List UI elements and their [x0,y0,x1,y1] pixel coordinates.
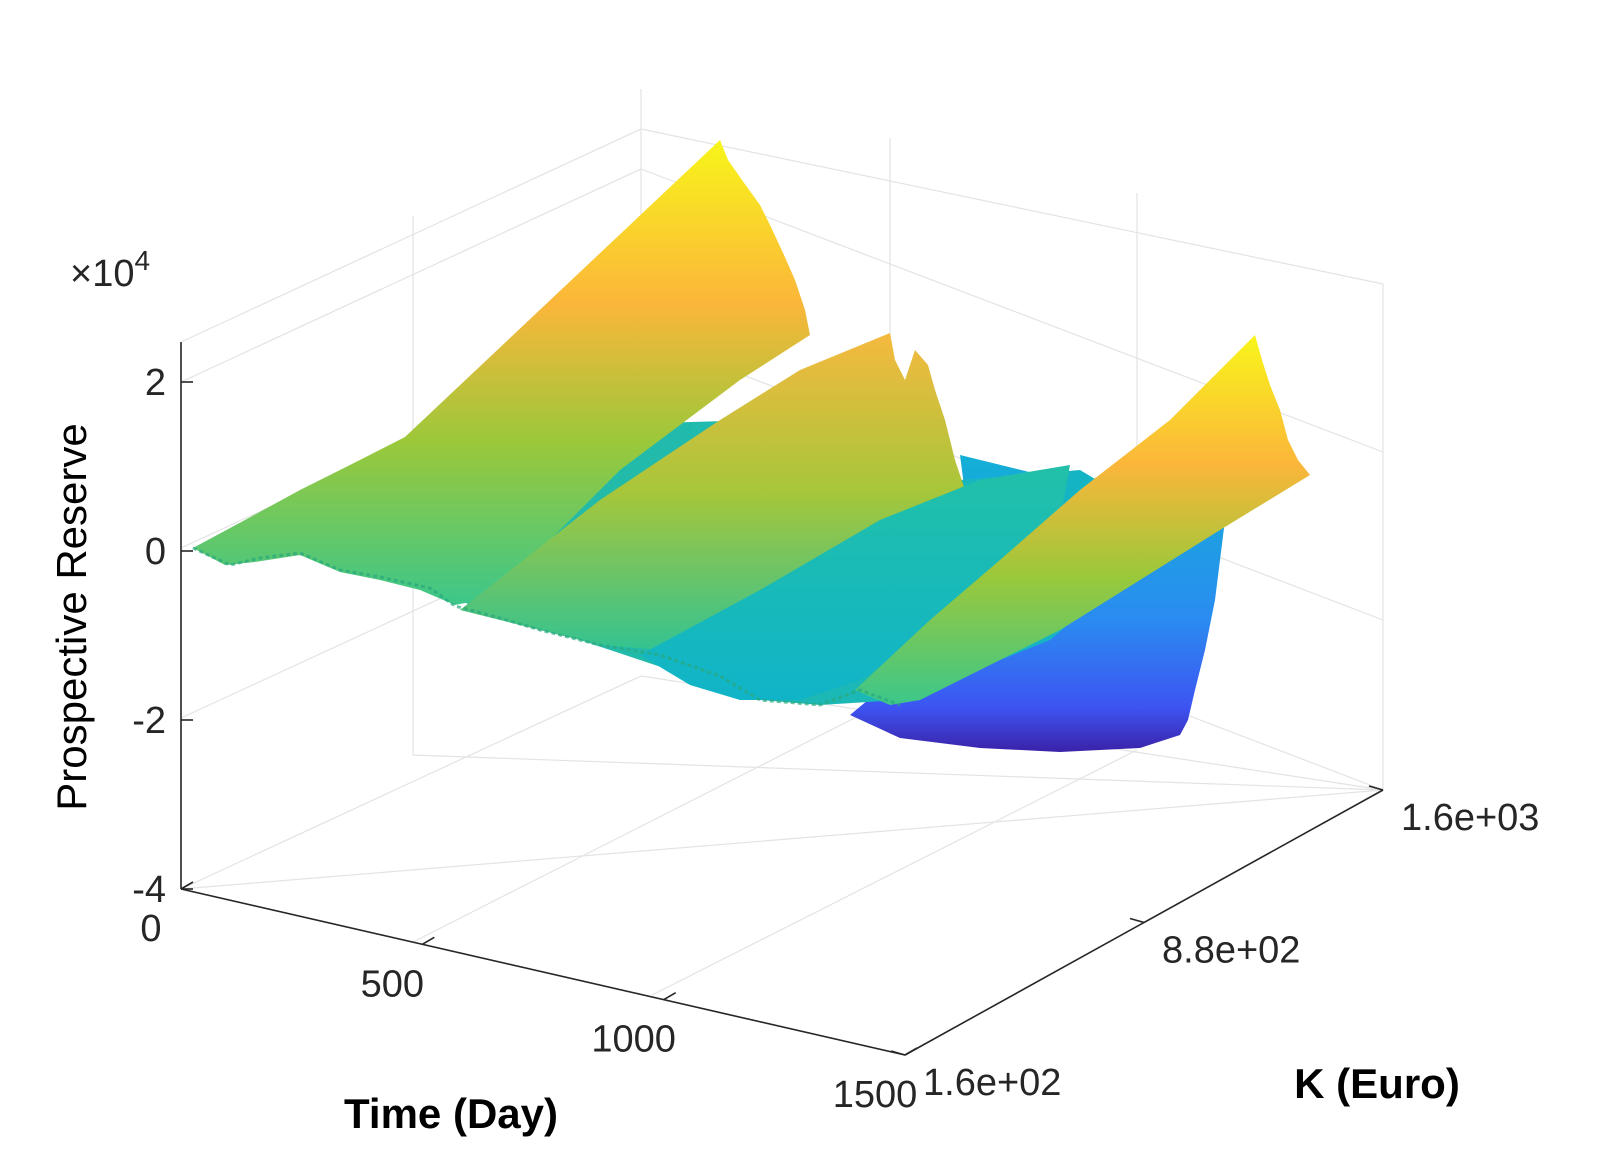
y-tick-mark [1129,917,1145,924]
grid-line [651,749,1138,996]
z-exponent-label: ×104 [70,245,150,295]
surface-ridge-4 [855,335,1310,705]
y-tick-label: 8.8e+02 [1162,930,1300,972]
x-tick-label: 500 [361,963,424,1005]
x-tick-mark [904,1047,918,1056]
z-tick-label: -2 [132,700,166,742]
surface-ridge-3 [640,465,1070,700]
x-axis-label: Time (Day) [344,1090,558,1137]
x-ticks: 0 500 1000 1500 [140,881,918,1116]
y-axis-label: K (Euro) [1294,1060,1460,1107]
x-axis-line [180,888,906,1056]
grid-line [180,168,642,383]
z-ticks: -4 -2 0 2 [132,362,193,911]
surface [192,140,1310,752]
x-tick-mark [421,936,435,946]
x-tick-mark [663,991,677,1001]
z-tick-label: -4 [132,869,166,911]
x-tick-label: 1500 [833,1074,918,1116]
z-tick-label: 2 [145,362,166,404]
x-tick-label: 1000 [591,1019,676,1061]
z-axis-label: Prospective Reserve [48,423,95,811]
y-ticks: 1.6e+02 8.8e+02 1.6e+03 [890,785,1539,1104]
y-tick-label: 1.6e+03 [1401,797,1539,839]
x-tick-label: 0 [140,908,161,950]
grid-line [412,699,891,943]
grid-line [180,128,642,343]
grid-line [640,128,1384,285]
grid-line [180,675,642,890]
surface-ridge-1 [193,140,810,605]
z-tick-label: 0 [145,531,166,573]
grid-line [412,754,1384,791]
y-tick-label: 1.6e+02 [923,1062,1061,1104]
y-tick-mark [1368,785,1384,791]
x-tick-mark [180,881,194,890]
y-tick-mark [890,1050,906,1056]
grid-line [180,789,1384,890]
surface-edge [192,546,901,707]
